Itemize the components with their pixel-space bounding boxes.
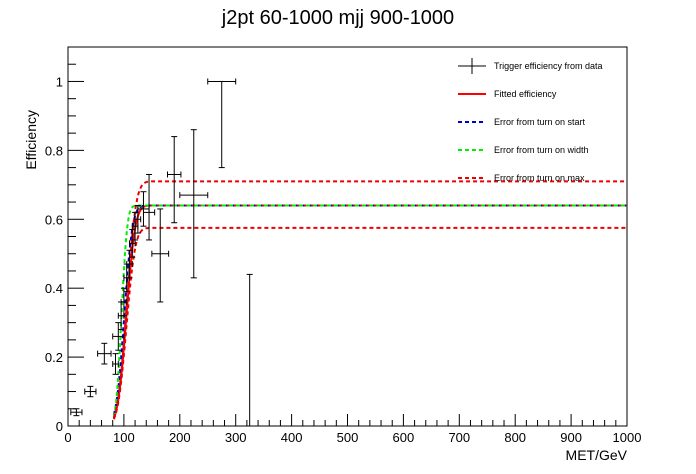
legend-label: Fitted efficiency (494, 89, 557, 99)
x-tick-label: 700 (448, 430, 470, 445)
chart-title: j2pt 60-1000 mjj 900-1000 (221, 7, 454, 29)
data-points (71, 78, 253, 426)
data-point (98, 343, 111, 364)
data-point (247, 274, 253, 426)
data-point (168, 137, 181, 223)
data-point (152, 209, 169, 302)
x-tick-label: 300 (225, 430, 247, 445)
x-axis-label: MET/GeV (566, 447, 628, 463)
fit-curve (114, 181, 627, 417)
fit-curve (114, 206, 627, 415)
legend-label: Error from turn on width (494, 145, 589, 155)
x-tick-label: 600 (393, 430, 415, 445)
data-point (138, 192, 149, 226)
x-tick-label: 500 (337, 430, 359, 445)
legend-entry: Error from turn on width (458, 145, 589, 155)
x-tick-label: 800 (504, 430, 526, 445)
fit-curve (114, 228, 627, 419)
legend: Trigger efficiency from data Fitted effic… (458, 58, 603, 183)
legend-label: Trigger efficiency from data (494, 61, 603, 71)
fit-curves (114, 181, 627, 419)
x-tick-label: 400 (281, 430, 303, 445)
legend-entry: Error from turn on start (458, 117, 586, 127)
data-point (180, 130, 208, 278)
legend-label: Error from turn on start (494, 117, 586, 127)
y-tick-label: 0.4 (45, 281, 63, 296)
y-tick-label: 0.2 (45, 350, 63, 365)
x-tick-label: 0 (64, 430, 71, 445)
x-tick-label: 200 (169, 430, 191, 445)
x-tick-label: 1000 (613, 430, 642, 445)
fit-curve (114, 206, 627, 419)
x-tick-label: 900 (560, 430, 582, 445)
legend-entry: Trigger efficiency from data (458, 58, 603, 74)
y-tick-label: 0.6 (45, 212, 63, 227)
legend-label: Error from turn on max (494, 173, 585, 183)
data-point (208, 78, 236, 167)
legend-entry: Fitted efficiency (458, 89, 557, 99)
axes: 0 100 200 300 400 500 600 700 800 900 1000 0 0.2 0.4 0… (45, 47, 642, 445)
data-point (71, 409, 82, 416)
y-axis-label: Efficiency (23, 110, 39, 170)
y-tick-label: 1 (56, 74, 63, 89)
x-tick-label: 100 (113, 430, 135, 445)
y-tick-label: 0.8 (45, 143, 63, 158)
data-point (85, 386, 96, 396)
plot-frame (68, 47, 627, 426)
y-tick-label: 0 (56, 419, 63, 434)
data-point (113, 323, 124, 351)
fit-curve (114, 206, 627, 417)
